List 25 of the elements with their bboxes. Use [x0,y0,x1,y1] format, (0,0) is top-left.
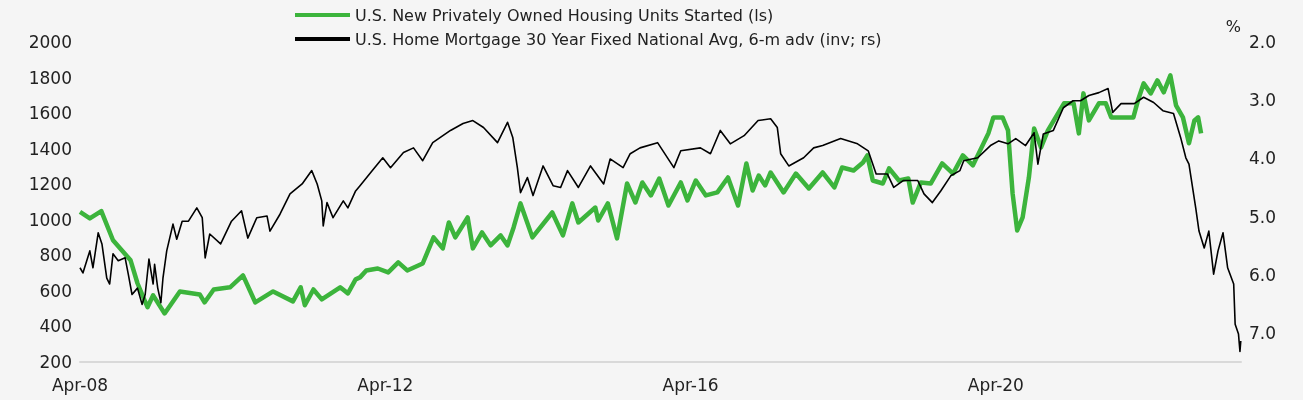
x-tick-label: Apr-12 [357,374,414,395]
y-tick-label: 1800 [28,67,72,88]
y2-tick-label: 4.0 [1249,148,1277,169]
x-tick-label: Apr-16 [662,374,719,395]
y2-tick-label: 3.0 [1249,90,1277,111]
x-tick-label: Apr-20 [967,374,1024,395]
y2-axis-title: % [1225,16,1241,36]
legend-label: U.S. New Privately Owned Housing Units Started (ls) [355,5,774,25]
legend-label: U.S. Home Mortgage 30 Year Fixed National Avg, 6-m adv (inv; rs) [355,29,882,49]
y-tick-label: 1200 [28,174,72,195]
y-tick-label: 2000 [28,32,72,52]
y2-tick-label: 7.0 [1249,322,1277,343]
line-series [77,73,1204,316]
y-tick-label: 600 [39,280,72,301]
y-tick-label: 1600 [28,103,72,124]
y2-tick-label: 6.0 [1249,264,1277,285]
line-series [79,87,1242,353]
y2-tick-label: 2.0 [1249,32,1277,52]
x-tick-label: Apr-08 [51,374,109,395]
y-tick-label: 1400 [28,138,72,159]
y-tick-label: 800 [39,245,72,266]
y-tick-label: 200 [39,352,72,372]
y2-tick-label: 5.0 [1249,206,1277,227]
y-tick-label: 1000 [28,209,72,230]
y-tick-label: 400 [39,316,72,337]
